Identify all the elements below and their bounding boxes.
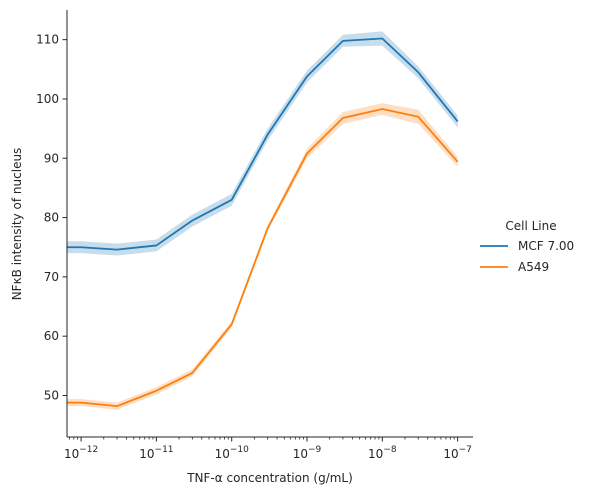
legend-title: Cell Line — [505, 219, 556, 233]
legend-label-mcf-7-00: MCF 7.00 — [518, 239, 574, 253]
y-tick-label: 50 — [44, 388, 59, 402]
x-ticks: 10−12 10−11 10−10 10−9 10−8 10−7 — [64, 437, 472, 461]
x-tick-label: 10−8 — [368, 445, 397, 461]
y-tick-label: 90 — [44, 151, 59, 165]
x-tick-label: 10−7 — [443, 445, 472, 461]
y-tick-label: 60 — [44, 329, 59, 343]
x-tick-label: 10−12 — [64, 445, 98, 461]
y-tick-label: 70 — [44, 270, 59, 284]
x-tick-label: 10−11 — [139, 445, 173, 461]
y-tick-label: 110 — [36, 33, 59, 47]
legend-label-a549: A549 — [518, 260, 549, 274]
y-tick-label: 80 — [44, 211, 59, 225]
y-axis-label: NFκB intensity of nucleus — [10, 148, 24, 301]
legend-items: MCF 7.00 A549 — [480, 239, 574, 274]
x-tick-label: 10−9 — [293, 445, 322, 461]
y-tick-label: 100 — [36, 92, 59, 106]
plot-area — [67, 31, 459, 410]
axes: 10−12 10−11 10−10 10−9 10−8 10−7 50 60 70 80 90 10… — [10, 10, 473, 485]
series-line-mcf-7-00 — [67, 37, 459, 251]
series-line-a549 — [67, 108, 459, 408]
x-tick-label: 10−10 — [215, 445, 250, 461]
y-ticks: 50 60 70 80 90 100 110 — [36, 33, 67, 402]
x-axis-label: TNF-α concentration (g/mL) — [186, 471, 353, 485]
legend: Cell Line MCF 7.00 A549 — [480, 219, 574, 274]
